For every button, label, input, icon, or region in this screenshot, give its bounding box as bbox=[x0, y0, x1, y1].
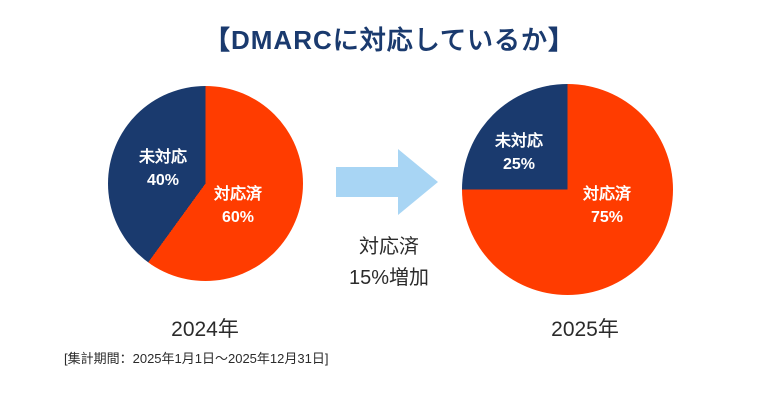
slice-value: 60% bbox=[221, 209, 255, 227]
slice-value: 25% bbox=[502, 156, 536, 174]
pie-chart-2025: 未対応 25% 対応済 75% bbox=[462, 84, 673, 295]
chart-year-label-2025: 2025年 bbox=[551, 318, 619, 341]
slice-value: 40% bbox=[146, 172, 180, 190]
arrow-shape bbox=[336, 149, 438, 215]
slice-value: 75% bbox=[590, 209, 624, 227]
slice-label-2024-unanswered: 未対応 40% bbox=[118, 146, 208, 192]
pie-chart-2024: 未対応 40% 対応済 60% bbox=[108, 86, 303, 281]
slice-label-2025-answered: 対応済 75% bbox=[562, 183, 652, 229]
slice-category: 対応済 bbox=[213, 186, 262, 203]
arrow-right-icon bbox=[336, 149, 438, 215]
page-title: 【DMARCに対応しているか】 bbox=[204, 25, 575, 55]
slice-category: 未対応 bbox=[494, 133, 543, 150]
slice-label-2025-unanswered: 未対応 25% bbox=[474, 130, 564, 176]
survey-period-caption: [集計期間：2025年1月1日～2025年12月31日] bbox=[64, 351, 329, 366]
slice-label-2024-answered: 対応済 60% bbox=[193, 183, 283, 229]
increase-annotation: 対応済 15%増加 bbox=[322, 232, 456, 294]
chart-year-label-2024: 2024年 bbox=[171, 318, 239, 341]
increase-annotation-line2: 15%増加 bbox=[348, 267, 430, 289]
slice-category: 対応済 bbox=[582, 186, 631, 203]
increase-annotation-line1: 対応済 bbox=[359, 236, 419, 258]
slice-category: 未対応 bbox=[138, 149, 187, 166]
